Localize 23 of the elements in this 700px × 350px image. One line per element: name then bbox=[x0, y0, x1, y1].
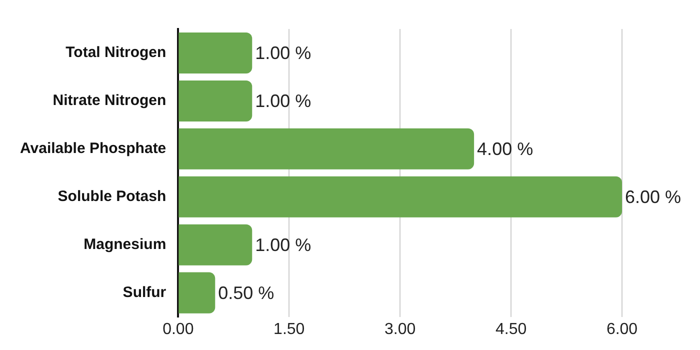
y-tick-label: Magnesium bbox=[84, 236, 166, 253]
bar bbox=[178, 272, 216, 314]
bar bbox=[178, 176, 622, 218]
y-tick-label: Sulfur bbox=[122, 284, 166, 301]
data-label: 1.00 % bbox=[255, 42, 312, 63]
data-label: 1.00 % bbox=[255, 234, 312, 255]
x-tick-label: 3.00 bbox=[384, 320, 416, 338]
data-label: 0.50 % bbox=[218, 282, 274, 303]
bar bbox=[178, 128, 474, 170]
data-label: 1.00 % bbox=[255, 90, 312, 111]
y-tick-label: Nitrate Nitrogen bbox=[52, 92, 166, 110]
x-tick-label: 0.00 bbox=[162, 320, 194, 338]
data-label: 6.00 % bbox=[625, 186, 682, 207]
y-tick-label: Total Nitrogen bbox=[66, 44, 166, 62]
bar bbox=[178, 32, 252, 74]
x-tick-label: 6.00 bbox=[606, 320, 638, 338]
y-tick-label: Available Phosphate bbox=[20, 140, 166, 158]
bar bbox=[178, 224, 252, 266]
y-tick-label: Soluble Potash bbox=[58, 188, 166, 206]
x-tick-label: 4.50 bbox=[495, 320, 527, 338]
x-tick-label: 1.50 bbox=[274, 320, 305, 338]
data-label: 4.00 % bbox=[477, 138, 534, 159]
bar bbox=[178, 80, 252, 122]
